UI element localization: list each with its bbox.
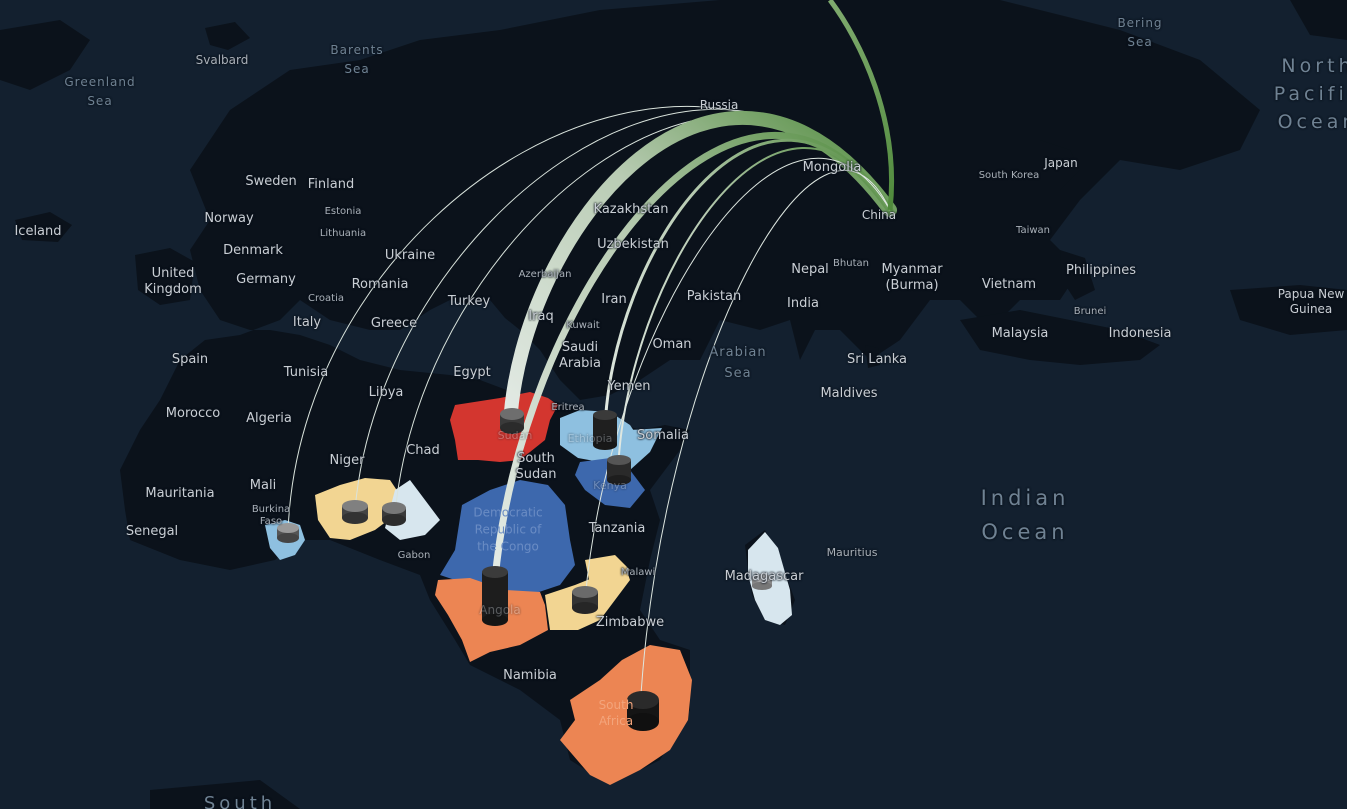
arc-sudan-china bbox=[503, 111, 897, 432]
column-angola[interactable] bbox=[482, 566, 508, 626]
arc-zambia-china bbox=[584, 157, 891, 601]
arc-china-north bbox=[827, 0, 895, 211]
trade-arc-layer bbox=[287, 0, 897, 711]
column-south-africa[interactable] bbox=[627, 691, 659, 731]
column-madagascar[interactable] bbox=[752, 574, 772, 590]
region-drc[interactable] bbox=[440, 480, 575, 595]
column-cameroon[interactable] bbox=[382, 502, 406, 526]
column-sudan[interactable] bbox=[500, 408, 524, 434]
arc-southafrica-china bbox=[639, 170, 891, 711]
column-nigeria[interactable] bbox=[342, 500, 368, 524]
region-south-africa[interactable] bbox=[560, 645, 692, 785]
region-malawi[interactable] bbox=[585, 555, 630, 585]
column-zambia[interactable] bbox=[572, 586, 598, 614]
column-layer bbox=[277, 408, 772, 731]
column-ghana[interactable] bbox=[277, 523, 299, 543]
arc-kenya-china bbox=[617, 147, 891, 473]
column-kenya[interactable] bbox=[607, 455, 631, 485]
column-ethiopia[interactable] bbox=[593, 410, 617, 450]
